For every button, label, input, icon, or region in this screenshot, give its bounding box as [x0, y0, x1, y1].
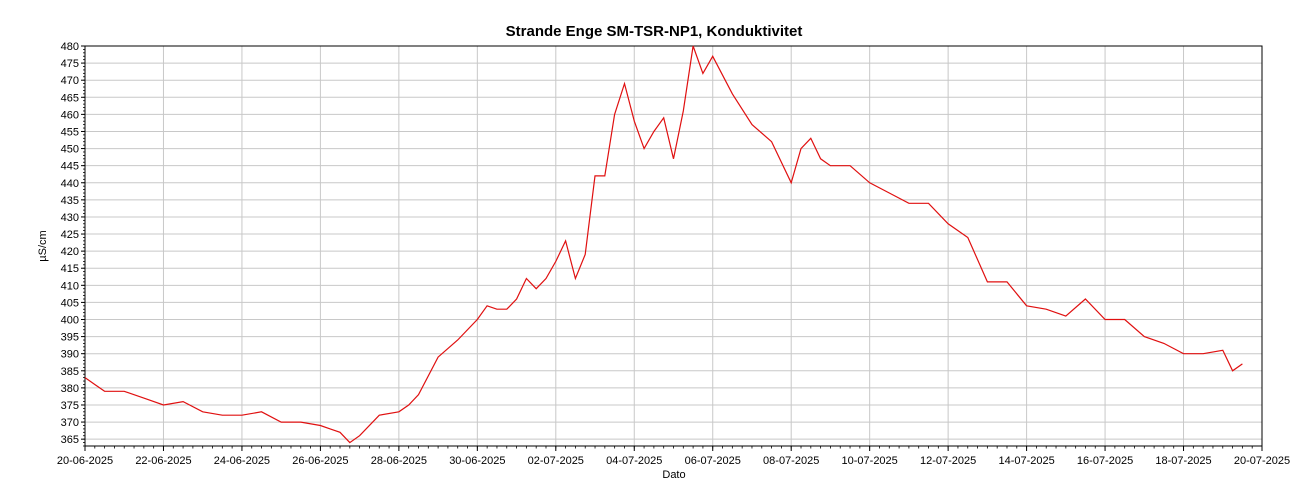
- x-tick-label: 14-07-2025: [998, 455, 1054, 467]
- x-axis-label: Dato: [662, 469, 685, 481]
- x-tick-label: 10-07-2025: [842, 455, 898, 467]
- x-tick-label: 22-06-2025: [135, 455, 191, 467]
- y-tick-label: 410: [61, 280, 79, 292]
- series-line: [84, 45, 1243, 444]
- x-tick-label: 28-06-2025: [371, 455, 427, 467]
- x-tick-label: 02-07-2025: [528, 455, 584, 467]
- y-tick-label: 385: [61, 366, 79, 378]
- y-tick-label: 480: [61, 41, 79, 53]
- x-tick-label: 30-06-2025: [449, 455, 505, 467]
- y-tick-label: 450: [61, 144, 79, 156]
- y-tick-label: 445: [61, 161, 79, 173]
- y-axis-label: µS/cm: [37, 230, 49, 261]
- y-tick-label: 465: [61, 92, 79, 104]
- y-tick-label: 425: [61, 229, 79, 241]
- y-tick-label: 395: [61, 332, 79, 344]
- x-tick-label: 12-07-2025: [920, 455, 976, 467]
- y-tick-label: 460: [61, 109, 79, 121]
- y-tick-label: 405: [61, 297, 79, 309]
- plot-area: [84, 45, 1263, 447]
- y-tick-label: 375: [61, 400, 79, 412]
- y-tick-label: 415: [61, 263, 79, 275]
- x-tick-label: 18-07-2025: [1155, 455, 1211, 467]
- y-tick-label: 390: [61, 349, 79, 361]
- y-axis: 365 370 375 380 385 390 395 400 405 410 415 420 425 4…: [61, 41, 85, 447]
- y-tick-label: 455: [61, 126, 79, 138]
- x-tick-label: 06-07-2025: [685, 455, 741, 467]
- y-tick-label: 435: [61, 195, 79, 207]
- y-tick-label: 400: [61, 315, 79, 327]
- y-tick-label: 370: [61, 417, 79, 429]
- x-tick-label: 16-07-2025: [1077, 455, 1133, 467]
- x-tick-label: 08-07-2025: [763, 455, 819, 467]
- x-tick-label: 26-06-2025: [292, 455, 348, 467]
- x-tick-label: 04-07-2025: [606, 455, 662, 467]
- x-tick-label: 24-06-2025: [214, 455, 270, 467]
- y-tick-label: 430: [61, 212, 79, 224]
- x-tick-label: 20-06-2025: [57, 455, 113, 467]
- x-tick-label: 20-07-2025: [1234, 455, 1290, 467]
- y-tick-label: 365: [61, 434, 79, 446]
- y-tick-label: 420: [61, 246, 79, 258]
- y-tick-label: 475: [61, 58, 79, 70]
- grid: [84, 45, 1263, 446]
- y-tick-label: 440: [61, 178, 79, 190]
- chart-title: Strande Enge SM-TSR-NP1, Konduktivitet: [506, 23, 803, 40]
- x-axis: 20-06-2025 22-06-2025 24-06-2025 26-06-2025…: [57, 446, 1290, 467]
- y-tick-label: 380: [61, 383, 79, 395]
- y-tick-label: 470: [61, 75, 79, 87]
